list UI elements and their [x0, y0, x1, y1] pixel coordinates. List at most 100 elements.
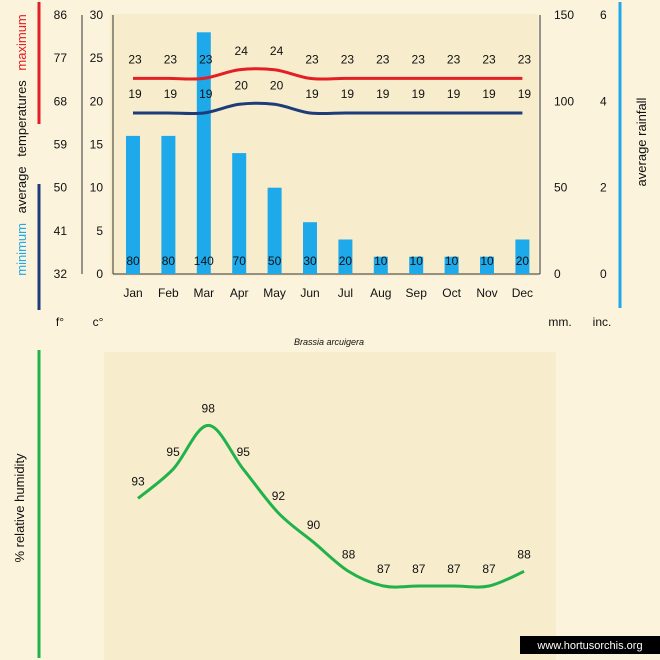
max-temp-label: 23 [482, 52, 496, 66]
chart-title: Brassia arcuigera [294, 337, 364, 347]
min-temp-label: 19 [199, 87, 213, 101]
rainfall-bar [480, 256, 494, 274]
month-label: Oct [442, 286, 461, 300]
watermark-bg [520, 636, 660, 654]
month-labels: Jan Feb Mar Apr May Jun Jul Aug Sep Oct Nov Dec [123, 286, 533, 300]
rainfall-bar [267, 187, 282, 274]
rainfall-value-label: 10 [445, 254, 459, 268]
rainfall-value-label: 20 [516, 254, 530, 268]
rainfall-value-label: 10 [410, 254, 424, 268]
rainfall-bar [196, 32, 211, 274]
month-label: Sep [406, 286, 428, 300]
max-temp-label: 23 [518, 52, 532, 66]
month-label: Aug [370, 286, 391, 300]
max-temp-label: 23 [447, 52, 461, 66]
humidity-value-label: 88 [342, 547, 356, 561]
mm-unit: mm. [548, 315, 571, 329]
min-temp-label: 19 [128, 87, 142, 101]
fahrenheit-tick: 68 [54, 94, 68, 108]
inches-tick: 0 [600, 267, 607, 281]
rainfall-bar [232, 153, 247, 274]
rainfall-bars [126, 32, 530, 274]
inches-unit: inc. [593, 315, 612, 329]
fahrenheit-unit: f° [56, 315, 64, 329]
svg-text:minimum average te: minimum average temperatures maximum [14, 14, 29, 276]
rainfall-value-label: 140 [194, 254, 214, 268]
max-temp-label: 23 [164, 52, 178, 66]
humidity-line-group: 93 95 98 95 92 90 88 87 87 87 87 88 [131, 401, 531, 589]
fahrenheit-tick: 50 [54, 181, 68, 195]
min-temp-label: 19 [376, 87, 390, 101]
humidity-value-label: 93 [131, 474, 145, 488]
rainfall-bar [373, 256, 388, 274]
humidity-value-label: 95 [166, 445, 180, 459]
max-temp-label: 23 [305, 52, 319, 66]
month-label: Jun [300, 286, 319, 300]
humidity-value-label: 87 [412, 562, 426, 576]
inches-tick: 4 [600, 94, 607, 108]
celsius-tick: 20 [90, 94, 104, 108]
fahrenheit-tick: 59 [54, 138, 68, 152]
inches-tick: 6 [600, 8, 607, 22]
month-label: Jul [338, 286, 353, 300]
max-temp-label: 24 [270, 44, 284, 58]
max-temp-label: 23 [199, 52, 213, 66]
mm-tick: 100 [554, 94, 574, 108]
rainfall-bar [444, 256, 459, 274]
month-label: Apr [230, 286, 249, 300]
inches-tick: 2 [600, 181, 607, 195]
min-temp-label: 20 [235, 78, 249, 92]
celsius-tick: 30 [90, 8, 104, 22]
humidity-value-label: 95 [237, 445, 251, 459]
rainfall-value-label: 80 [126, 254, 140, 268]
month-label: Dec [512, 286, 533, 300]
max-temp-line [132, 67, 523, 81]
min-temp-label: 19 [518, 87, 532, 101]
fahrenheit-tick: 77 [54, 51, 68, 65]
minimum-label: minimum [14, 223, 29, 276]
humidity-value-label: 92 [272, 489, 286, 503]
rainfall-bar [338, 239, 353, 274]
rainfall-bar [126, 135, 140, 274]
fahrenheit-tick: 32 [54, 267, 68, 281]
rainfall-value-label: 70 [233, 254, 247, 268]
month-label: Nov [476, 286, 497, 300]
fahrenheit-tick: 41 [54, 224, 68, 238]
month-label: Feb [158, 286, 179, 300]
maximum-label: maximum [14, 14, 29, 70]
rainfall-value-label: 80 [162, 254, 176, 268]
celsius-unit: c° [93, 315, 104, 329]
celsius-tick: 10 [90, 181, 104, 195]
rainfall-axis-label: average rainfall [634, 97, 649, 186]
temperature-lines [132, 67, 523, 116]
rainfall-value-label: 50 [268, 254, 282, 268]
humidity-plot-panel [104, 352, 556, 660]
rainfall-value-label: 20 [339, 254, 353, 268]
humidity-value-label: 87 [447, 562, 461, 576]
celsius-tick: 25 [90, 51, 104, 65]
rainfall-bar [409, 256, 424, 274]
upper-plot-panel [110, 14, 538, 276]
mm-tick: 0 [554, 267, 561, 281]
min-temp-label: 19 [412, 87, 426, 101]
rainfall-bar [161, 135, 176, 274]
month-label: Mar [193, 286, 214, 300]
mm-tick: 50 [554, 181, 568, 195]
rainfall-value-label: 30 [303, 254, 317, 268]
humidity-value-label: 88 [517, 547, 531, 561]
min-temp-label: 19 [447, 87, 461, 101]
rainfall-value-label: 10 [480, 254, 494, 268]
rainfall-bar [303, 222, 317, 274]
min-temp-label: 19 [482, 87, 496, 101]
average-label: average [14, 166, 29, 213]
min-temp-label: 19 [164, 87, 178, 101]
mm-tick: 150 [554, 8, 574, 22]
month-label: May [263, 286, 286, 300]
min-temp-line [132, 101, 523, 116]
humidity-line [137, 423, 525, 589]
humidity-value-label: 90 [307, 518, 321, 532]
humidity-axis-label: % relative humidity [12, 453, 27, 563]
rainfall-bar [515, 239, 530, 274]
